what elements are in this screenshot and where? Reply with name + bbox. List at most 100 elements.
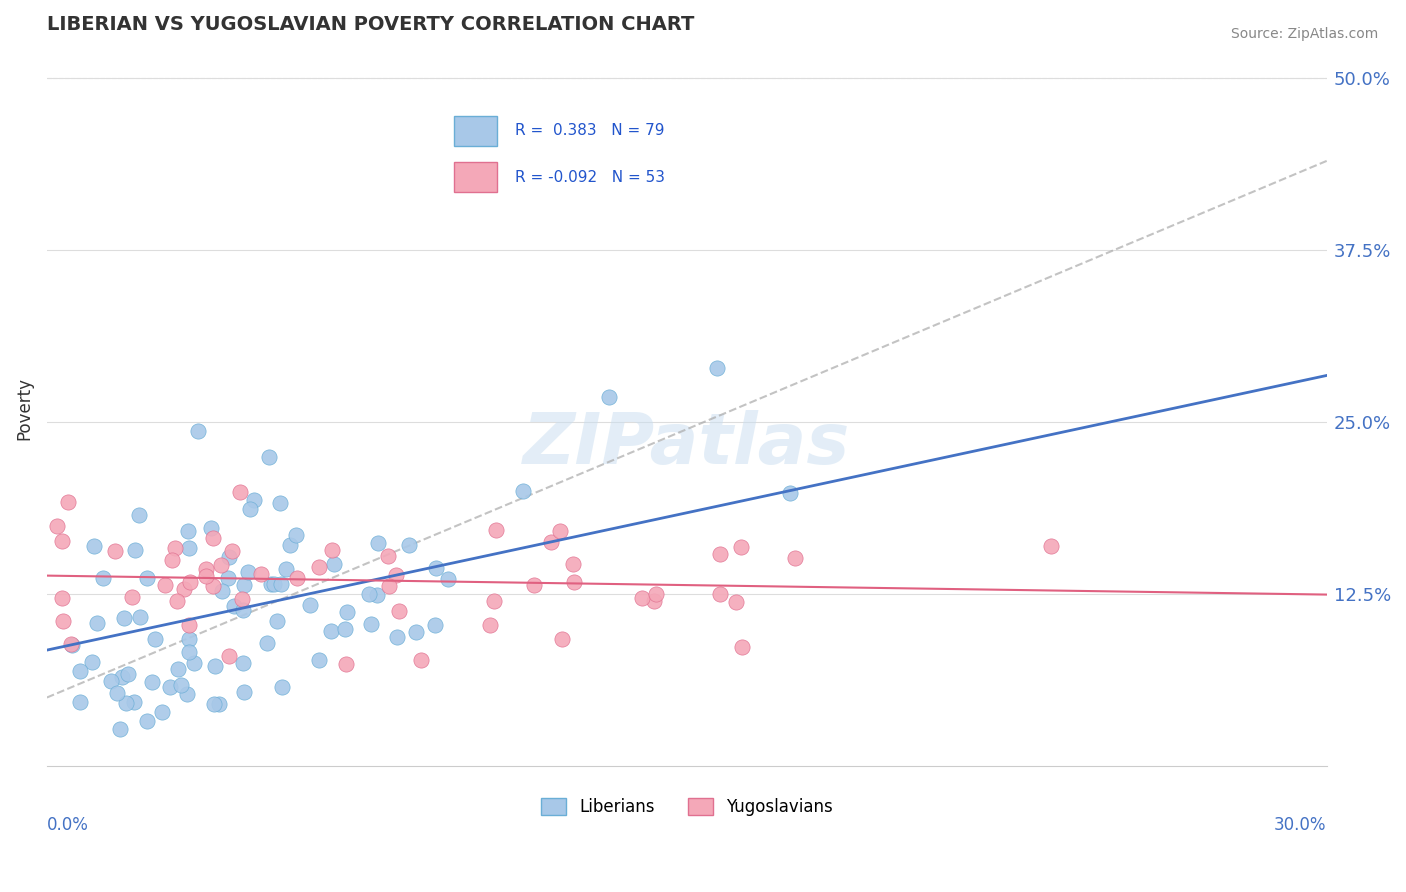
Point bbox=[56, 495, 79, 509]
Point bbox=[211, 584, 233, 599]
Point bbox=[256, 635, 278, 649]
Point bbox=[512, 484, 534, 499]
Point bbox=[162, 553, 184, 567]
Point bbox=[110, 722, 132, 736]
Point bbox=[271, 680, 294, 694]
Point bbox=[405, 624, 427, 639]
Point bbox=[425, 561, 447, 575]
Point bbox=[200, 521, 222, 535]
Point bbox=[308, 653, 330, 667]
Point bbox=[783, 551, 806, 566]
Legend: Liberians, Yugoslavians: Liberians, Yugoslavians bbox=[534, 791, 839, 822]
Point bbox=[643, 593, 665, 607]
Point bbox=[83, 539, 105, 553]
Point bbox=[187, 424, 209, 438]
Point bbox=[551, 632, 574, 647]
Point bbox=[482, 594, 505, 608]
Point bbox=[308, 560, 330, 574]
Point bbox=[93, 571, 115, 585]
Point bbox=[177, 618, 200, 632]
Point bbox=[60, 637, 83, 651]
Point bbox=[105, 686, 128, 700]
Point bbox=[233, 685, 256, 699]
Point bbox=[183, 657, 205, 671]
Point bbox=[218, 549, 240, 564]
Point bbox=[166, 593, 188, 607]
Point bbox=[250, 566, 273, 581]
Point bbox=[202, 697, 225, 711]
Point bbox=[598, 390, 620, 404]
Point bbox=[194, 569, 217, 583]
Point bbox=[269, 496, 291, 510]
Point bbox=[437, 572, 460, 586]
Point bbox=[285, 571, 308, 585]
Text: LIBERIAN VS YUGOSLAVIAN POVERTY CORRELATION CHART: LIBERIAN VS YUGOSLAVIAN POVERTY CORRELAT… bbox=[46, 15, 695, 34]
Point bbox=[388, 604, 411, 618]
Point bbox=[176, 687, 198, 701]
Point bbox=[128, 610, 150, 624]
Point bbox=[45, 518, 67, 533]
Point bbox=[257, 450, 280, 464]
Point bbox=[278, 538, 301, 552]
Point bbox=[378, 579, 401, 593]
Point bbox=[730, 541, 752, 555]
Point bbox=[385, 630, 408, 644]
Y-axis label: Poverty: Poverty bbox=[15, 377, 32, 440]
Point bbox=[177, 632, 200, 646]
Point bbox=[384, 567, 406, 582]
Point bbox=[69, 695, 91, 709]
Point bbox=[201, 531, 224, 545]
Point bbox=[366, 588, 388, 602]
Point bbox=[222, 599, 245, 614]
Point bbox=[114, 696, 136, 710]
Point bbox=[121, 590, 143, 604]
Point bbox=[143, 632, 166, 646]
Point bbox=[321, 542, 343, 557]
Point bbox=[51, 534, 73, 549]
Point bbox=[51, 591, 73, 605]
Point bbox=[779, 486, 801, 500]
Point bbox=[423, 618, 446, 632]
Point bbox=[232, 578, 254, 592]
Point bbox=[284, 528, 307, 542]
Point bbox=[209, 558, 232, 572]
Text: 30.0%: 30.0% bbox=[1274, 816, 1327, 834]
Point bbox=[112, 610, 135, 624]
Point bbox=[229, 485, 252, 500]
Point bbox=[208, 697, 231, 711]
Point bbox=[523, 578, 546, 592]
Point bbox=[485, 523, 508, 537]
Point bbox=[150, 705, 173, 719]
Point bbox=[709, 547, 731, 561]
Point bbox=[270, 577, 292, 591]
Point bbox=[128, 508, 150, 522]
Point bbox=[202, 579, 225, 593]
Point bbox=[709, 587, 731, 601]
Point bbox=[377, 549, 399, 563]
Point bbox=[163, 541, 186, 555]
Point bbox=[335, 623, 357, 637]
Point bbox=[52, 614, 75, 628]
Point bbox=[141, 675, 163, 690]
Point bbox=[360, 617, 382, 632]
Text: Source: ZipAtlas.com: Source: ZipAtlas.com bbox=[1230, 27, 1378, 41]
Point bbox=[159, 681, 181, 695]
Point bbox=[179, 574, 201, 589]
Point bbox=[104, 543, 127, 558]
Point bbox=[335, 657, 357, 672]
Point bbox=[645, 587, 668, 601]
Text: 0.0%: 0.0% bbox=[46, 816, 89, 834]
Point bbox=[111, 670, 134, 684]
Point bbox=[170, 678, 193, 692]
Point bbox=[221, 544, 243, 558]
Point bbox=[204, 658, 226, 673]
Point bbox=[238, 565, 260, 579]
Point bbox=[259, 577, 281, 591]
Point bbox=[299, 598, 322, 612]
Point bbox=[167, 662, 190, 676]
Point bbox=[122, 695, 145, 709]
Point bbox=[398, 538, 420, 552]
Point bbox=[218, 648, 240, 663]
Point bbox=[276, 562, 298, 576]
Point bbox=[117, 667, 139, 681]
